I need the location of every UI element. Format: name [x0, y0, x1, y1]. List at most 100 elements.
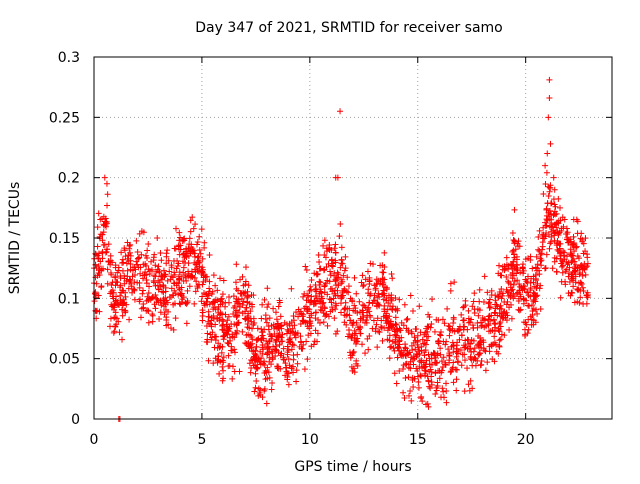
data-point	[200, 278, 207, 285]
data-point	[154, 282, 161, 289]
data-point	[331, 245, 338, 252]
data-point	[373, 321, 380, 328]
data-point	[199, 293, 206, 300]
data-point	[316, 259, 323, 266]
data-point	[451, 279, 458, 286]
data-point	[133, 261, 140, 268]
data-point	[428, 321, 435, 328]
data-point	[493, 301, 500, 308]
data-point	[195, 281, 202, 288]
data-point	[331, 315, 338, 322]
data-point	[407, 292, 414, 299]
data-point	[381, 249, 388, 256]
data-point	[571, 240, 578, 247]
data-point	[219, 363, 226, 370]
data-point	[534, 310, 541, 317]
data-point	[180, 294, 187, 301]
data-point	[394, 354, 401, 361]
data-point	[440, 388, 447, 395]
data-point	[229, 375, 236, 382]
data-point	[186, 235, 193, 242]
data-point	[218, 349, 225, 356]
data-point	[527, 253, 534, 260]
data-point	[557, 252, 564, 259]
data-point	[525, 302, 532, 309]
data-point	[336, 233, 343, 240]
data-point	[384, 306, 391, 313]
data-point	[514, 262, 521, 269]
data-point	[328, 257, 335, 264]
data-point	[327, 268, 334, 275]
data-point	[168, 285, 175, 292]
data-point	[226, 294, 233, 301]
data-point	[255, 355, 262, 362]
data-point	[491, 324, 498, 331]
data-point	[292, 329, 299, 336]
data-point	[304, 323, 311, 330]
data-point	[398, 334, 405, 341]
data-point	[164, 247, 171, 254]
data-point	[455, 350, 462, 357]
data-point	[556, 229, 563, 236]
data-point	[290, 369, 297, 376]
data-point	[462, 297, 469, 304]
data-point	[581, 260, 588, 267]
data-point	[171, 271, 178, 278]
data-point	[143, 298, 150, 305]
data-point	[116, 329, 123, 336]
data-point	[266, 315, 273, 322]
data-point	[274, 320, 281, 327]
data-point	[453, 376, 460, 383]
data-point	[135, 255, 142, 262]
data-point	[349, 297, 356, 304]
data-point	[450, 319, 457, 326]
data-point	[279, 331, 286, 338]
data-point	[215, 309, 222, 316]
data-point	[496, 337, 503, 344]
data-point	[263, 400, 270, 407]
data-point	[558, 249, 565, 256]
data-point	[163, 314, 170, 321]
data-point	[128, 283, 135, 290]
data-point	[470, 337, 477, 344]
data-point	[548, 219, 555, 226]
data-point	[156, 316, 163, 323]
data-point	[547, 240, 554, 247]
data-point	[292, 334, 299, 341]
data-point	[269, 379, 276, 386]
data-point	[285, 356, 292, 363]
data-point	[362, 276, 369, 283]
data-point	[201, 244, 208, 251]
data-point	[434, 379, 441, 386]
data-point	[396, 296, 403, 303]
data-point	[103, 180, 110, 187]
data-point	[258, 326, 265, 333]
data-point	[546, 207, 553, 214]
data-point	[181, 272, 188, 279]
data-point	[199, 269, 206, 276]
data-point	[236, 303, 243, 310]
data-point	[332, 292, 339, 299]
data-point	[374, 344, 381, 351]
data-point	[189, 214, 196, 221]
data-point	[577, 262, 584, 269]
data-point	[359, 272, 366, 279]
data-point	[350, 319, 357, 326]
data-point	[516, 280, 523, 287]
data-point	[407, 358, 414, 365]
data-point	[149, 293, 156, 300]
data-point	[206, 252, 213, 259]
data-point	[94, 307, 101, 314]
data-point	[329, 285, 336, 292]
data-point	[199, 255, 206, 262]
data-point	[495, 350, 502, 357]
data-point	[107, 315, 114, 322]
data-point	[258, 329, 265, 336]
data-point	[299, 313, 306, 320]
data-point	[219, 321, 226, 328]
data-point	[544, 200, 551, 207]
data-point	[122, 309, 129, 316]
data-point	[304, 306, 311, 313]
data-point	[182, 259, 189, 266]
data-point	[338, 280, 345, 287]
